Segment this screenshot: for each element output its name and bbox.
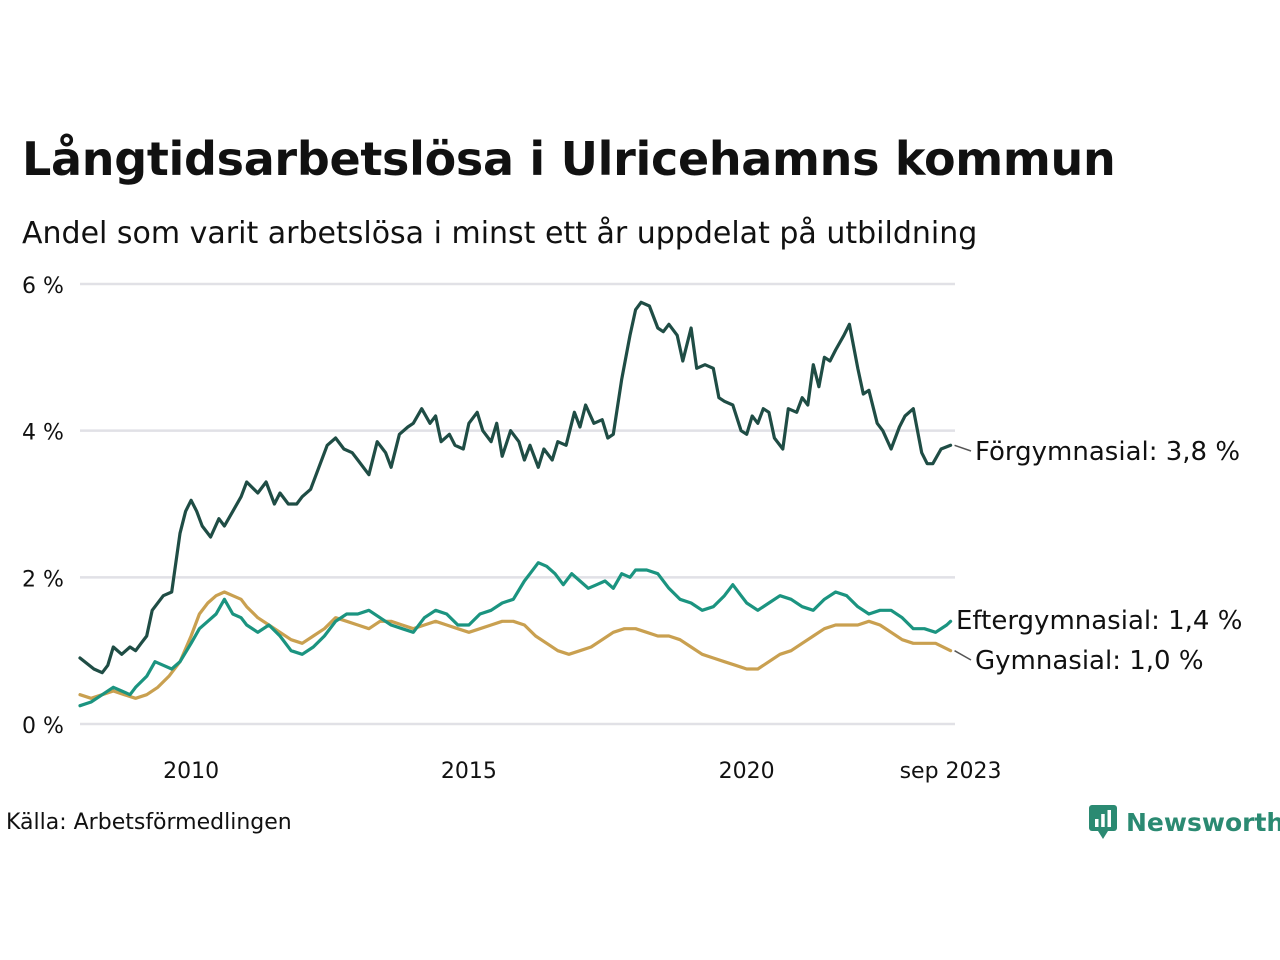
brand-name: Newsworthy xyxy=(1126,807,1280,837)
source-label: Källa: Arbetsförmedlingen xyxy=(6,810,292,835)
label-leader-line xyxy=(954,650,972,661)
label-leader-line xyxy=(954,444,972,452)
x-tick-label: sep 2023 xyxy=(900,759,1002,784)
y-tick-label: 0 % xyxy=(22,714,64,739)
series-end-label: Eftergymnasial: 1,4 % xyxy=(956,606,1242,636)
newsworthy-logo: Newsworthy xyxy=(1088,804,1280,840)
x-tick-label: 2010 xyxy=(163,759,219,784)
y-tick-label: 6 % xyxy=(22,274,64,299)
series-end-label: Gymnasial: 1,0 % xyxy=(975,646,1204,676)
series-end-label: Förgymnasial: 3,8 % xyxy=(975,437,1240,467)
series-line-förgymnasial xyxy=(78,300,953,675)
chart-title: Långtidsarbetslösa i Ulricehamns kommun xyxy=(22,132,1116,186)
x-tick-label: 2020 xyxy=(719,759,775,784)
y-tick-label: 2 % xyxy=(22,567,64,592)
newsworthy-logo-icon xyxy=(1089,805,1117,839)
series-line-gymnasial xyxy=(78,590,953,700)
y-tick-label: 4 % xyxy=(22,421,64,446)
chart-subtitle: Andel som varit arbetslösa i minst ett å… xyxy=(22,216,978,251)
series-line-eftergymnasial xyxy=(78,561,953,708)
x-tick-label: 2015 xyxy=(441,759,497,784)
